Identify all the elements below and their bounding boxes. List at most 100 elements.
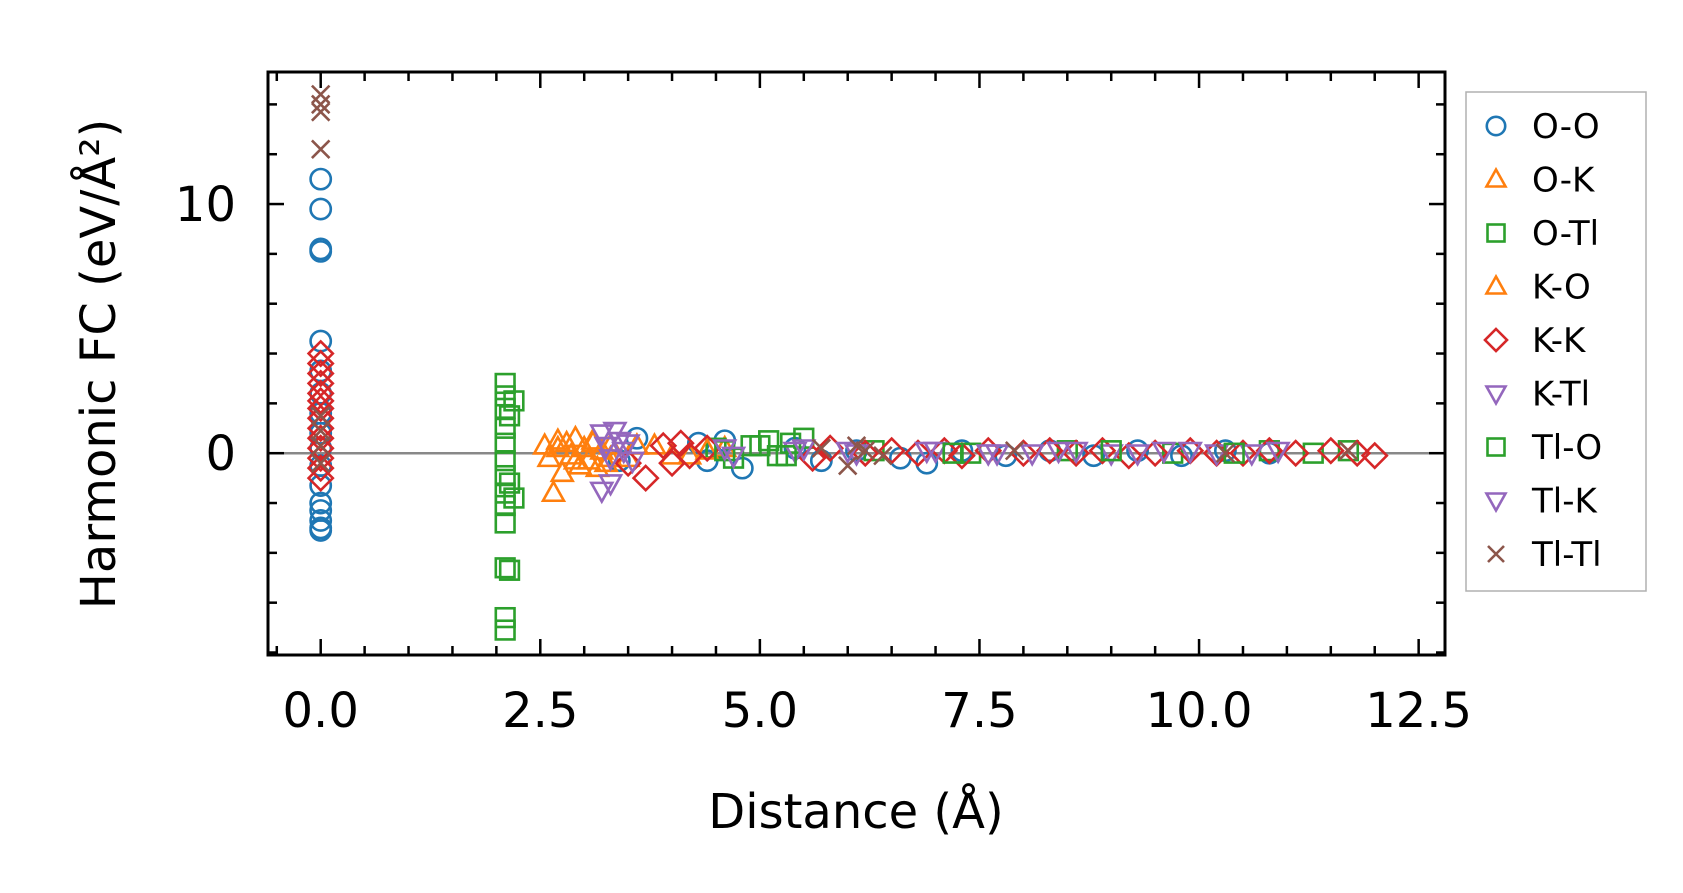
data-point bbox=[1004, 440, 1025, 461]
legend-item: Tl-K bbox=[1484, 482, 1598, 522]
data-point bbox=[306, 464, 335, 493]
data-point bbox=[309, 436, 333, 460]
data-point bbox=[798, 444, 827, 473]
data-point bbox=[503, 390, 525, 412]
legend-marker bbox=[1485, 115, 1507, 137]
legend-item: O-K bbox=[1484, 161, 1596, 201]
data-point bbox=[641, 432, 668, 455]
data-point bbox=[1360, 441, 1389, 470]
legend-label: Tl-O bbox=[1531, 428, 1602, 468]
data-point bbox=[712, 439, 738, 462]
x-tick-label: 12.5 bbox=[1365, 683, 1472, 739]
legend-marker bbox=[1484, 492, 1508, 514]
data-point bbox=[984, 444, 1010, 467]
data-point bbox=[498, 472, 521, 494]
legend-marker bbox=[1484, 385, 1508, 407]
data-point bbox=[1215, 443, 1236, 463]
data-point bbox=[676, 442, 703, 465]
data-point bbox=[589, 481, 615, 505]
data-point bbox=[498, 559, 521, 581]
data-point bbox=[306, 394, 335, 423]
data-point bbox=[309, 421, 333, 445]
data-point bbox=[1019, 444, 1045, 467]
data-point bbox=[855, 440, 876, 461]
data-point bbox=[1281, 439, 1310, 468]
data-point bbox=[1239, 444, 1265, 467]
data-point bbox=[1098, 444, 1124, 467]
data-point bbox=[310, 435, 331, 456]
data-point bbox=[1316, 436, 1345, 465]
y-tick-labels: 0 10 bbox=[175, 177, 236, 482]
data-point bbox=[947, 441, 976, 470]
legend-marker bbox=[1484, 166, 1508, 188]
data-point bbox=[494, 450, 516, 472]
data-point bbox=[310, 139, 331, 159]
legend-label: K-K bbox=[1532, 321, 1587, 361]
data-point bbox=[837, 455, 858, 476]
data-point bbox=[306, 359, 335, 388]
data-point bbox=[309, 474, 333, 498]
legend: O-O O-K O-Tl K-O K-K K-Tl Tl-O Tl-K Tl-Tl bbox=[1465, 91, 1647, 592]
legend-marker bbox=[1483, 327, 1509, 353]
data-point bbox=[503, 487, 525, 509]
legend-marker bbox=[1486, 223, 1506, 243]
legend-item: O-Tl bbox=[1486, 214, 1599, 254]
x-tick-label: 0.0 bbox=[283, 683, 359, 739]
data-point bbox=[619, 451, 646, 475]
data-point bbox=[846, 435, 867, 456]
x-tick-label: 5.0 bbox=[722, 683, 798, 739]
data-point bbox=[615, 434, 641, 457]
legend-item: O-O bbox=[1485, 107, 1600, 147]
data-point bbox=[309, 167, 333, 191]
data-point bbox=[589, 424, 615, 447]
data-point bbox=[498, 405, 521, 427]
data-point bbox=[309, 519, 333, 542]
y-tick-label: 10 bbox=[175, 177, 236, 233]
x-tick-label: 2.5 bbox=[502, 683, 578, 739]
data-point bbox=[306, 339, 335, 368]
legend-item: Tl-O bbox=[1486, 428, 1602, 468]
data-point bbox=[694, 437, 720, 460]
data-point bbox=[494, 417, 516, 439]
data-point bbox=[593, 449, 619, 473]
data-point bbox=[614, 449, 643, 478]
data-point bbox=[494, 512, 516, 534]
legend-frame bbox=[1465, 91, 1647, 592]
data-point bbox=[597, 474, 624, 497]
legend-label: Tl-Tl bbox=[1531, 535, 1602, 575]
data-point bbox=[775, 445, 797, 467]
x-tick-label: 7.5 bbox=[941, 683, 1017, 739]
data-point bbox=[567, 451, 593, 475]
legend-marker bbox=[1487, 545, 1505, 563]
data-point bbox=[562, 424, 589, 448]
data-point bbox=[306, 454, 335, 483]
plot-frame bbox=[266, 70, 1447, 657]
data-point bbox=[593, 436, 619, 460]
y-axis-title: Harmonic FC (eV/Å²) bbox=[70, 119, 127, 609]
data-point bbox=[873, 445, 893, 466]
data-point bbox=[306, 386, 335, 415]
legend-label: O-O bbox=[1532, 107, 1600, 147]
data-point bbox=[306, 349, 335, 378]
data-point bbox=[1265, 441, 1291, 465]
legend-item: Tl-Tl bbox=[1487, 535, 1602, 575]
data-point bbox=[562, 447, 589, 470]
legend-marker bbox=[1486, 437, 1506, 457]
legend-label: O-K bbox=[1532, 161, 1596, 201]
data-point bbox=[1177, 441, 1203, 465]
data-point bbox=[309, 197, 333, 221]
y-tick-label: 0 bbox=[205, 426, 236, 482]
data-point bbox=[1338, 440, 1359, 461]
legend-label: O-Tl bbox=[1532, 214, 1599, 254]
series-tl-k bbox=[589, 421, 1203, 475]
data-point bbox=[720, 446, 747, 470]
x-tick-labels: 0.0 2.5 5.0 7.5 10.0 12.5 bbox=[283, 683, 1473, 739]
series-tl-o bbox=[503, 390, 1245, 509]
data-point bbox=[1056, 440, 1078, 462]
data-point bbox=[1337, 440, 1360, 462]
legend-item: K-K bbox=[1483, 321, 1587, 361]
data-point bbox=[310, 102, 331, 122]
data-point bbox=[1151, 441, 1177, 465]
data-point bbox=[310, 453, 331, 473]
